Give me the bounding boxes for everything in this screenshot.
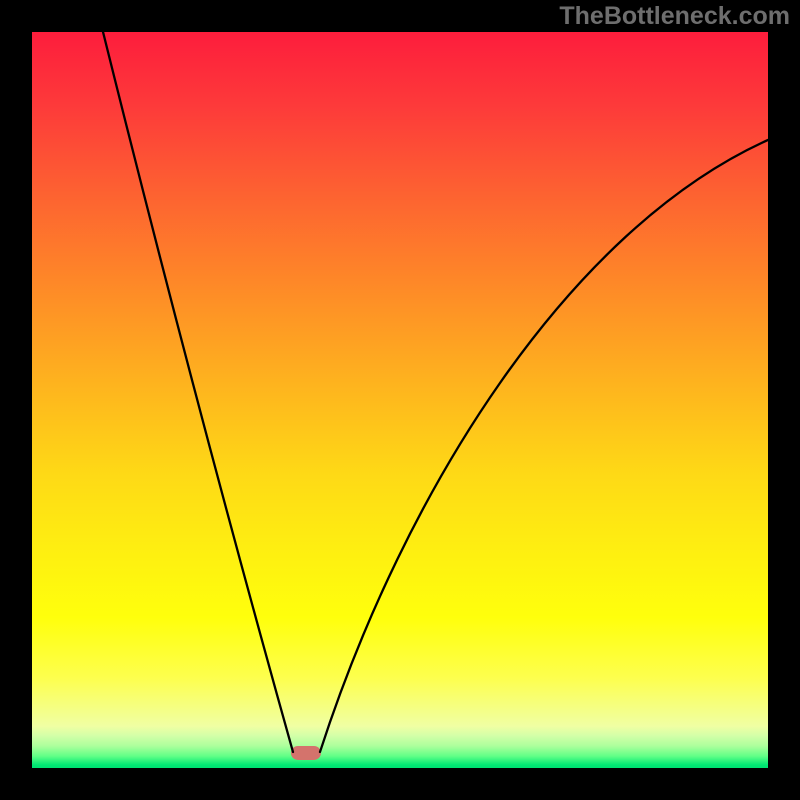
plot-background bbox=[32, 32, 768, 768]
chart-container: TheBottleneck.com bbox=[0, 0, 800, 800]
marker-pill bbox=[291, 746, 321, 760]
plot-area bbox=[32, 32, 768, 768]
plot-svg bbox=[32, 32, 768, 768]
watermark-label: TheBottleneck.com bbox=[559, 2, 790, 31]
